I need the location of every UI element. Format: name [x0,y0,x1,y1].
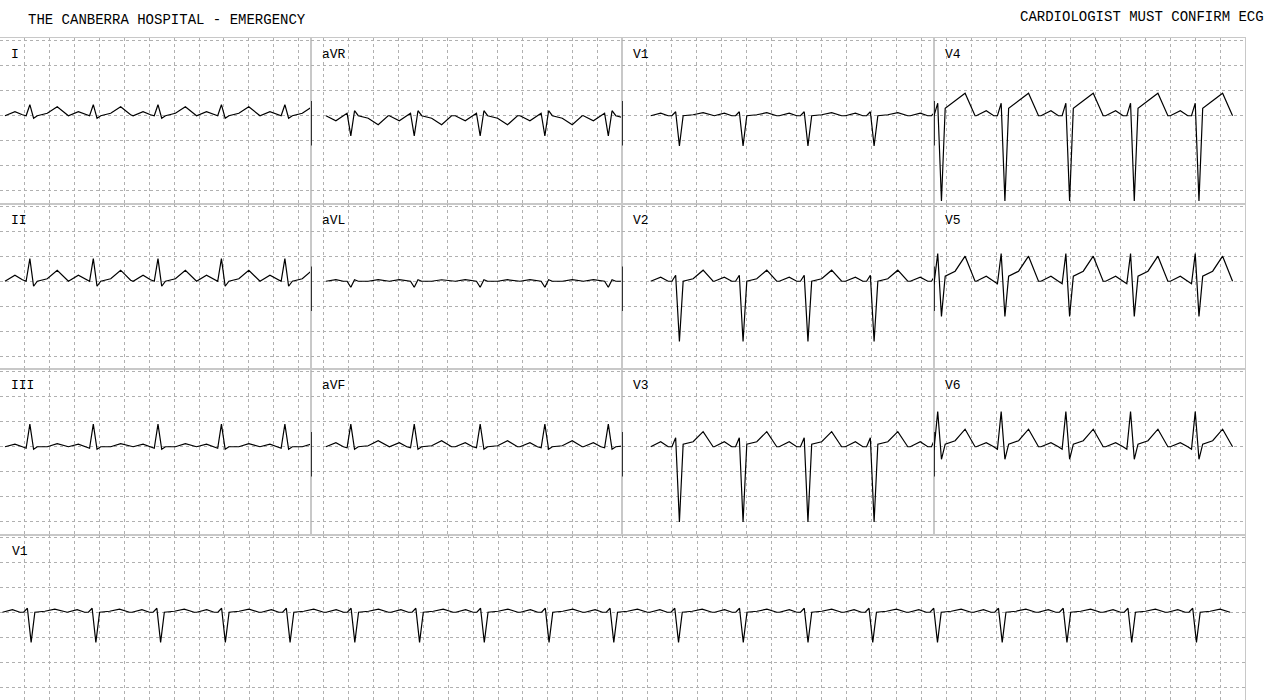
svg-text:I: I [11,47,19,62]
svg-text:THE CANBERRA HOSPITAL - EMERGE: THE CANBERRA HOSPITAL - EMERGENCY [28,12,306,28]
svg-text:aVR: aVR [322,47,346,62]
svg-text:V2: V2 [633,213,649,228]
svg-text:aVF: aVF [322,378,345,393]
svg-text:aVL: aVL [322,213,345,228]
svg-text:V3: V3 [633,378,649,393]
svg-text:II: II [11,213,27,228]
svg-text:V4: V4 [945,47,961,62]
svg-text:CARDIOLOGIST MUST CONFIRM ECG: CARDIOLOGIST MUST CONFIRM ECG [1020,9,1264,25]
svg-text:V5: V5 [945,213,961,228]
svg-text:V6: V6 [945,378,961,393]
svg-text:III: III [11,378,34,393]
svg-text:V1: V1 [12,544,28,559]
svg-text:V1: V1 [633,47,649,62]
